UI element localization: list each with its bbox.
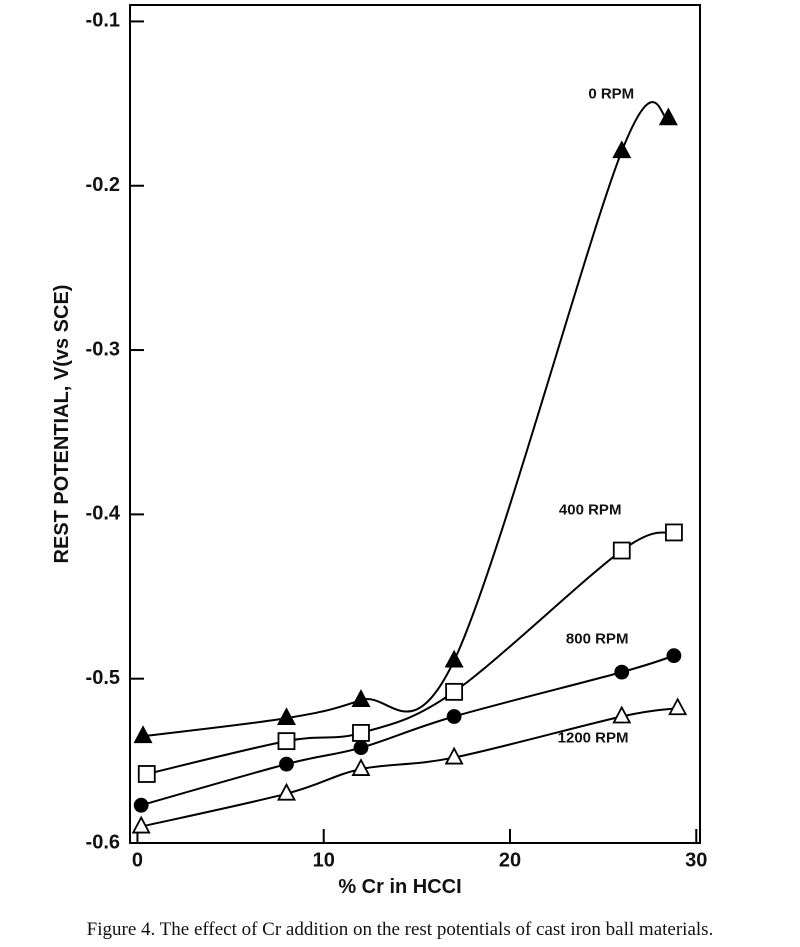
marker <box>612 140 632 159</box>
series-label: 400 RPM <box>559 501 622 518</box>
y-tick-label: -0.5 <box>86 667 120 689</box>
marker <box>277 732 296 751</box>
y-tick-label: -0.1 <box>86 10 120 32</box>
x-tick-label: 0 <box>132 849 143 871</box>
marker <box>133 725 153 744</box>
series-label: 1200 RPM <box>558 729 629 746</box>
marker <box>446 709 462 724</box>
marker <box>612 541 631 560</box>
marker <box>658 107 678 126</box>
marker <box>137 765 156 783</box>
x-tick-label: 10 <box>313 849 335 871</box>
marker <box>445 682 464 701</box>
plot-frame <box>129 4 701 844</box>
marker <box>351 689 371 707</box>
x-tick-label: 30 <box>685 849 707 871</box>
marker <box>351 758 371 776</box>
marker <box>133 797 149 813</box>
y-tick-label: -0.4 <box>86 503 121 525</box>
y-axis-title: REST POTENTIAL, V(vs SCE) <box>51 285 73 564</box>
marker <box>276 782 296 801</box>
marker <box>353 740 369 756</box>
x-tick-label: 20 <box>499 849 521 871</box>
marker <box>665 523 683 542</box>
y-tick-label: -0.2 <box>86 174 120 196</box>
marker <box>352 724 370 742</box>
marker <box>279 756 294 772</box>
x-axis-title: % Cr in HCCI <box>338 876 461 898</box>
series-label: 0 RPM <box>588 85 634 102</box>
marker <box>444 649 464 668</box>
marker <box>614 664 630 680</box>
caption: Figure 4. The effect of Cr addition on t… <box>87 919 714 940</box>
series-label: 800 RPM <box>566 631 629 648</box>
y-tick-label: -0.6 <box>86 831 120 853</box>
marker <box>612 705 632 724</box>
marker <box>131 815 151 834</box>
marker <box>668 697 688 716</box>
marker <box>276 707 296 726</box>
marker <box>666 648 682 664</box>
y-tick-label: -0.3 <box>86 338 120 360</box>
marker <box>444 746 464 765</box>
